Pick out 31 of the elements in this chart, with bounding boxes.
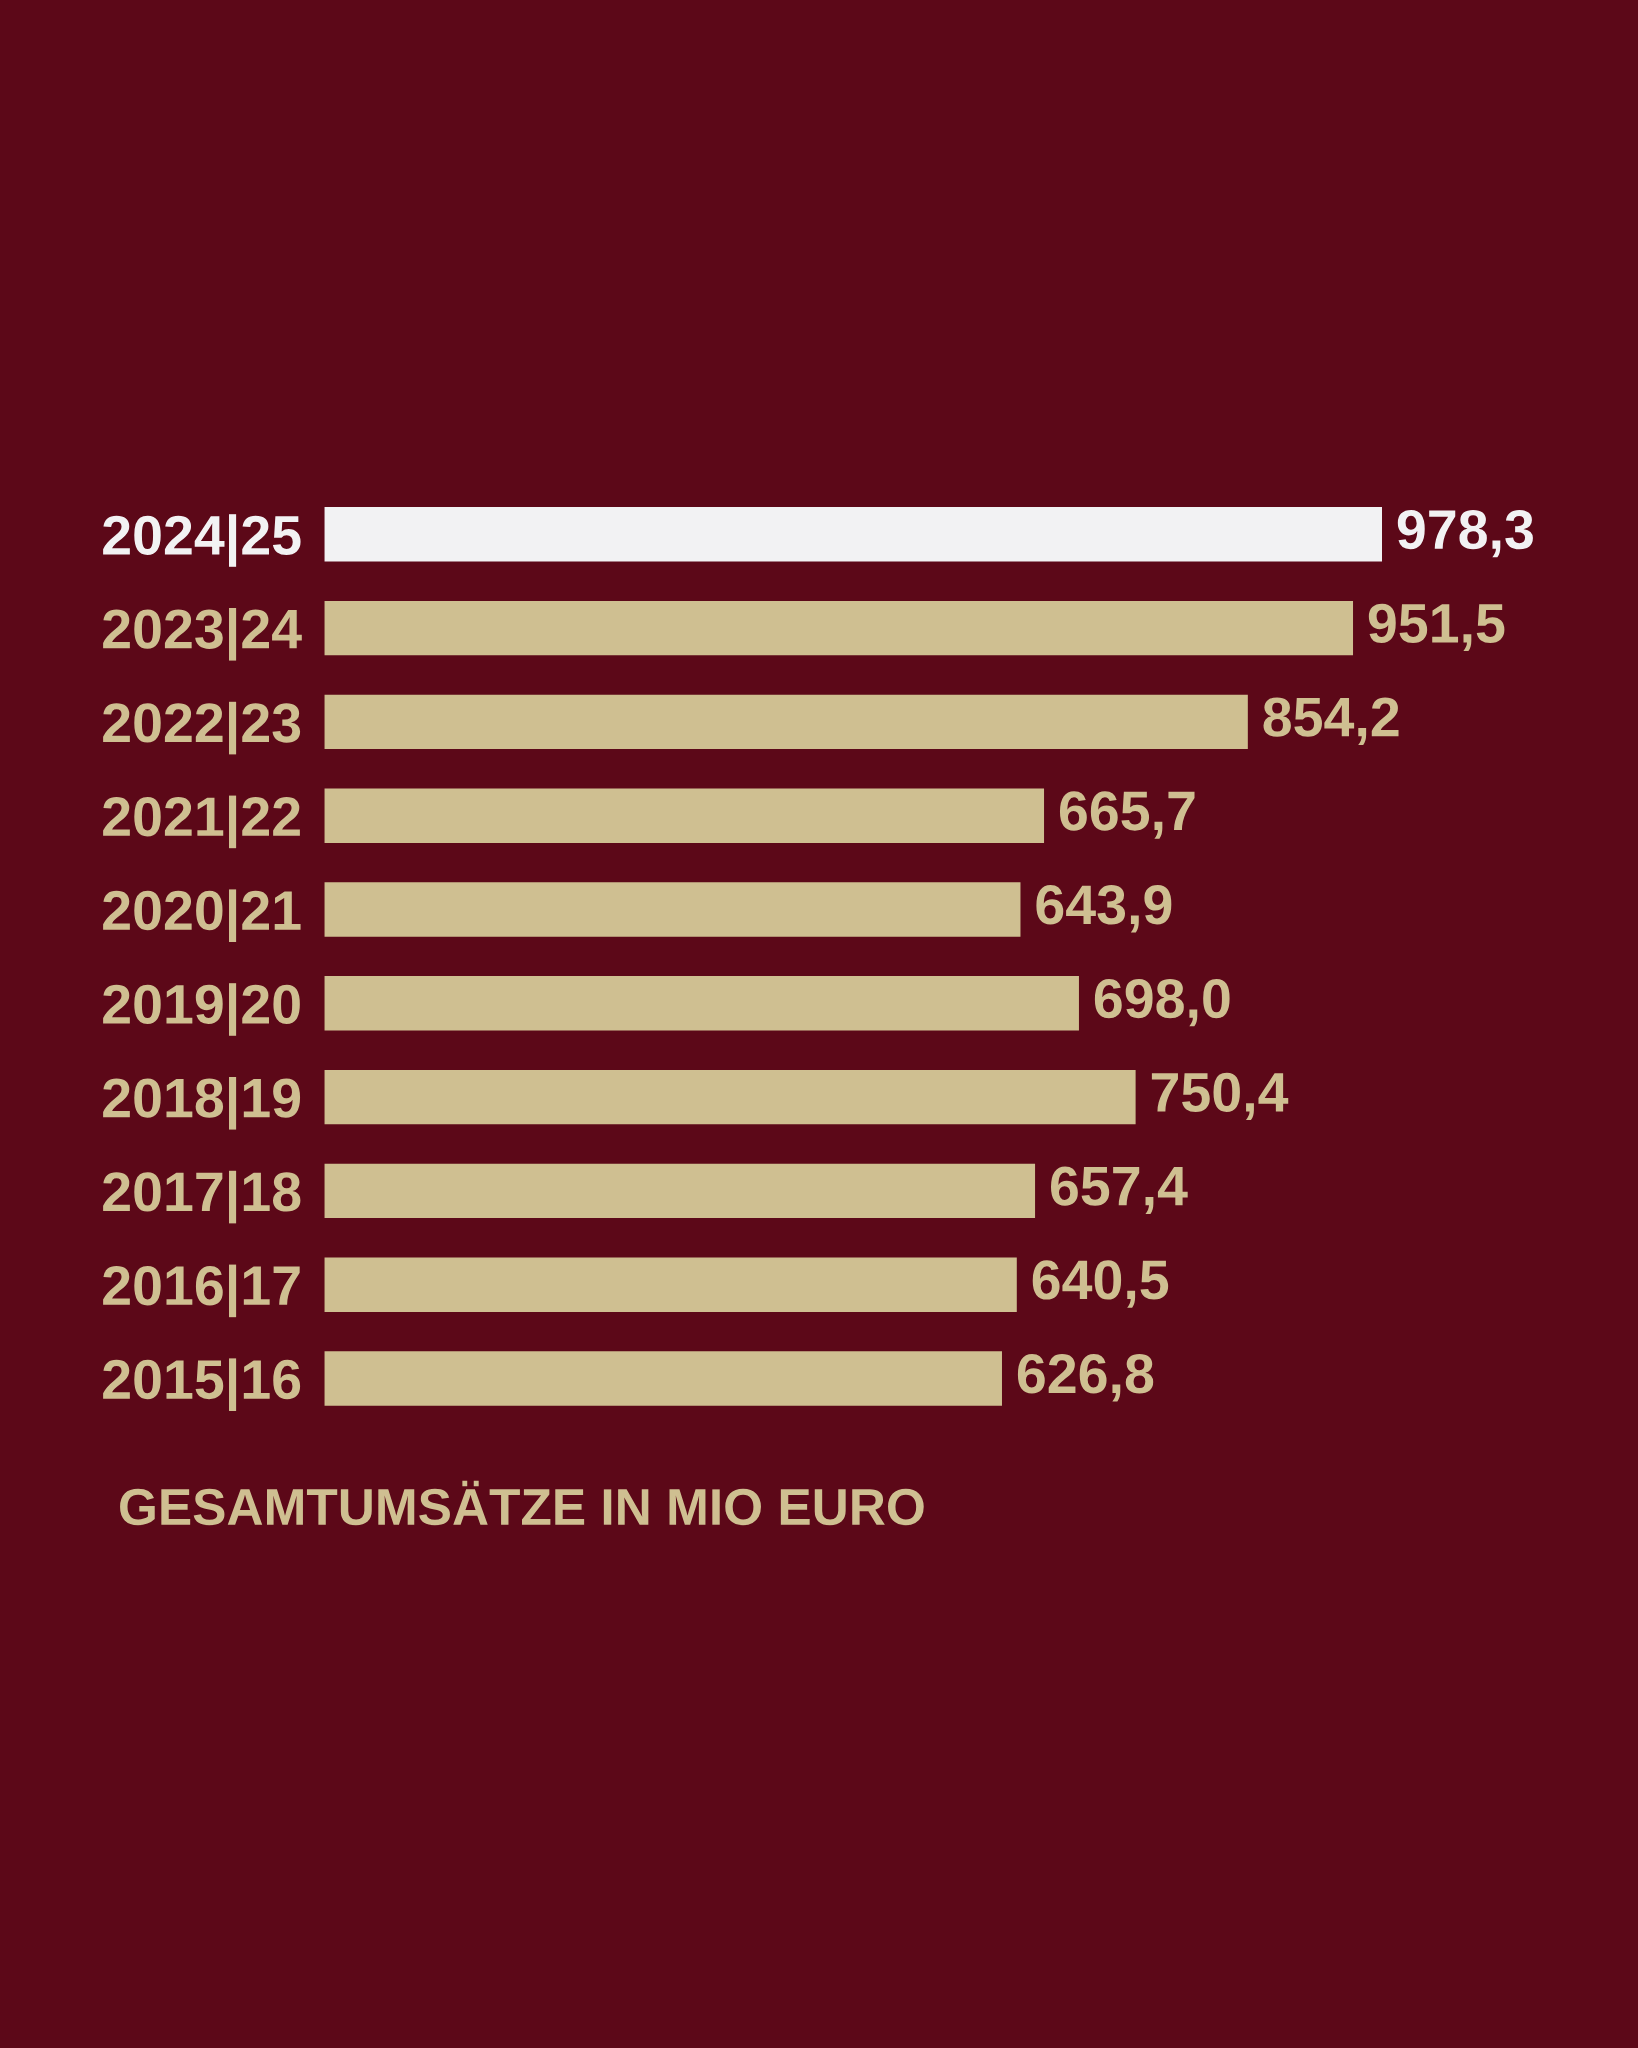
bar bbox=[324, 694, 1248, 750]
data-label: 951,5 bbox=[1368, 603, 1505, 652]
y-tick-label: 2020|21 bbox=[103, 889, 301, 942]
text: GESAMTUMSÄTZE IN MIO EURO bbox=[120, 1480, 924, 1526]
bar bbox=[324, 1351, 1002, 1406]
y-tick-label: 2017|18 bbox=[103, 1170, 301, 1224]
data-label: 854,2 bbox=[1263, 697, 1399, 745]
data-label: 626,8 bbox=[1017, 1354, 1154, 1402]
y-tick-label: 2019|20 bbox=[103, 983, 300, 1036]
bar bbox=[324, 600, 1354, 656]
data-label: 657,4 bbox=[1050, 1166, 1188, 1214]
y-tick-label: 2023|24 bbox=[103, 607, 302, 661]
data-label: 643,9 bbox=[1036, 885, 1172, 933]
data-label: 640,5 bbox=[1032, 1260, 1169, 1308]
y-tick-label: 2016|17 bbox=[103, 1264, 300, 1318]
data-label: 978,3 bbox=[1397, 509, 1533, 558]
bar bbox=[324, 1163, 1036, 1219]
bar bbox=[324, 1257, 1017, 1312]
data-label: 750,4 bbox=[1151, 1072, 1289, 1121]
data-label: 698,0 bbox=[1094, 978, 1230, 1027]
bar bbox=[324, 788, 1045, 843]
bar bbox=[324, 976, 1079, 1031]
y-tick-label: 2022|23 bbox=[103, 701, 301, 755]
data-label: 665,7 bbox=[1059, 791, 1195, 839]
bar bbox=[324, 507, 1382, 562]
y-tick-label: 2018|19 bbox=[103, 1076, 301, 1130]
bar bbox=[324, 1069, 1136, 1125]
y-tick-label: 2024|25 bbox=[103, 514, 301, 567]
y-tick-label: 2021|22 bbox=[103, 795, 300, 849]
bar bbox=[324, 882, 1021, 937]
y-tick-label: 2015|16 bbox=[103, 1358, 301, 1411]
